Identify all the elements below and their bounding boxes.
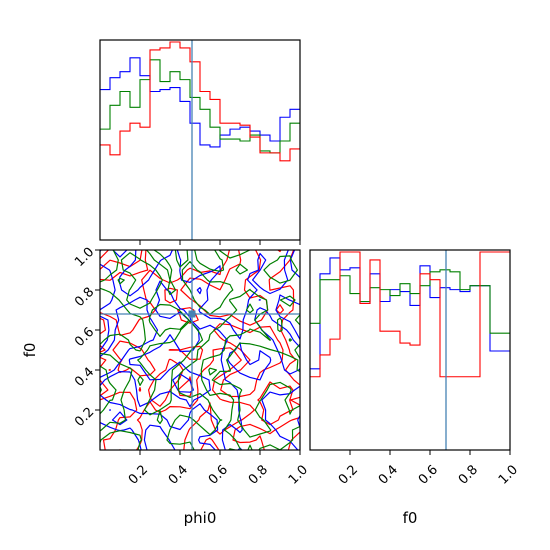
x-axis-title-f0: f0 (403, 509, 418, 527)
contour-green (100, 250, 300, 450)
f0-histogram-panel: 0.2 0.4 0.6 0.8 1.0 (309, 249, 521, 488)
f0-histogram-red (310, 251, 510, 378)
f0-hist-x-tick-label: 1.0 (496, 462, 521, 487)
contour-x-tick-label: 0.8 (246, 462, 271, 487)
contour-y-tick-label: 0.4 (72, 365, 97, 390)
contour-y-tick-label: 1.0 (72, 245, 97, 270)
contour-y-tick-label: 0.2 (72, 405, 97, 430)
f0-histogram-green (310, 269, 510, 334)
f0-hist-x-tick-label: 0.6 (416, 462, 441, 487)
contour-truth-marker (188, 310, 196, 318)
y-axis-title-f0: f0 (21, 343, 39, 358)
f0-hist-x-tick-label: 0.8 (456, 462, 481, 487)
phi0-histogram-green (100, 59, 300, 154)
f0-hist-x-tick-label: 0.2 (336, 462, 361, 487)
contour-x-tick-label: 0.2 (126, 462, 151, 487)
phi0-histogram-frame (99, 39, 301, 241)
f0-histogram-blue (310, 257, 510, 370)
x-axis-title-phi0: phi0 (184, 509, 217, 527)
f0-hist-x-tick-label: 0.4 (376, 462, 401, 487)
contour-y-tick-label: 0.6 (72, 325, 97, 350)
phi0-histogram-blue (100, 57, 300, 148)
phi0-histogram-red (100, 41, 300, 162)
contour-x-tick-label: 0.4 (166, 462, 191, 487)
contour-x-tick-label: 0.6 (206, 462, 231, 487)
f0-histogram-frame (309, 249, 511, 451)
phi0-histogram-panel (99, 39, 301, 245)
phi0-f0-contour-panel: 0.2 0.4 0.6 0.8 1.0 0.2 0.4 0.6 0.8 1.0 (72, 245, 311, 488)
contour-y-tick-label: 0.8 (72, 285, 97, 310)
contour-x-tick-label: 1.0 (286, 462, 311, 487)
contour-frame (99, 249, 301, 451)
